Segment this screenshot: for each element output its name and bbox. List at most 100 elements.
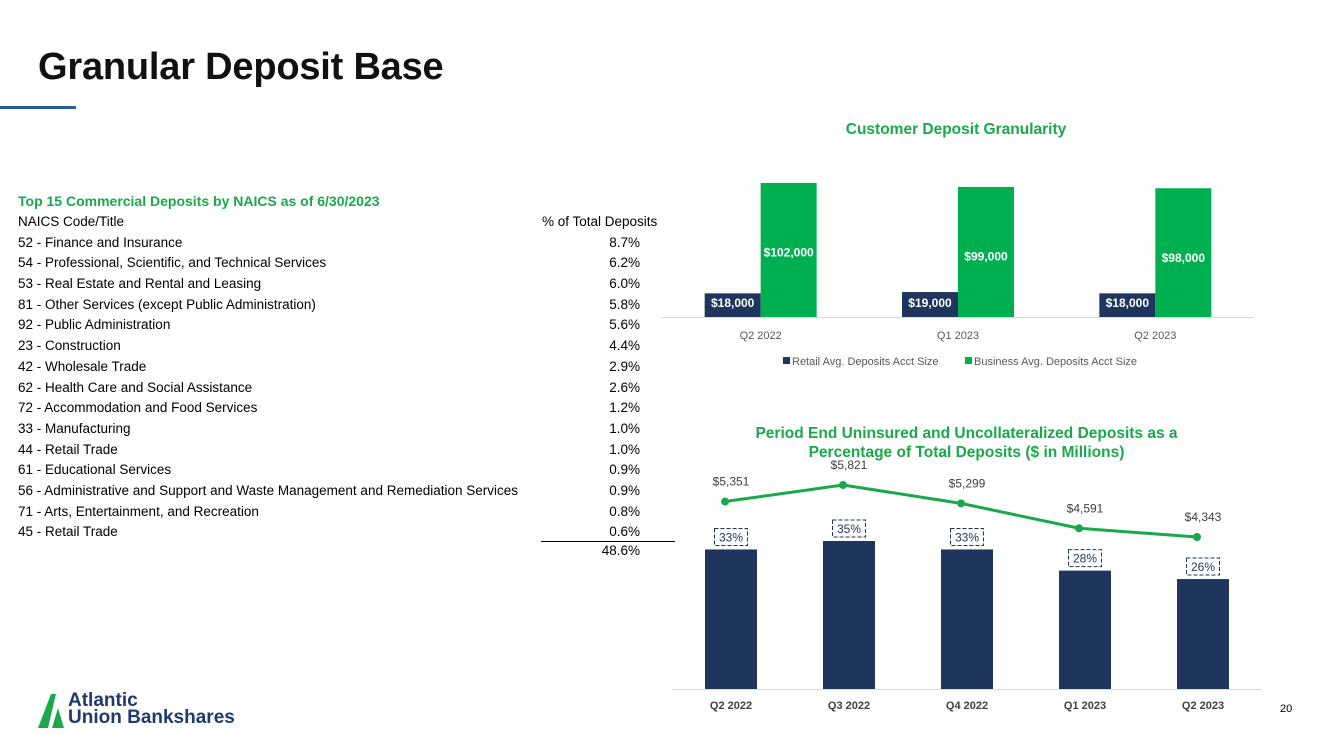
naics-pct: 1.0% <box>609 420 640 436</box>
naics-pct: 5.6% <box>609 317 640 333</box>
x-tick-label: Q2 2022 <box>740 330 782 342</box>
table-row: 81 - Other Services (except Public Admin… <box>18 295 663 316</box>
line-label: $4,591 <box>1067 501 1104 515</box>
table-row: 45 - Retail Trade 0.6% <box>18 522 663 543</box>
line-label: $5,299 <box>949 476 986 490</box>
line-label: $5,351 <box>713 475 750 489</box>
naics-col-name: NAICS Code/Title <box>18 214 125 229</box>
naics-name: 62 - Health Care and Social Assistance <box>18 379 253 395</box>
table-row: 72 - Accommodation and Food Services 1.2% <box>18 398 663 419</box>
bar-retail <box>1099 293 1156 317</box>
line-point <box>839 481 847 489</box>
bar-retail <box>704 293 761 317</box>
naics-pct: 2.6% <box>609 379 640 395</box>
naics-name: 33 - Manufacturing <box>18 420 131 436</box>
pct-label-box <box>950 527 984 546</box>
naics-pct: 0.6% <box>609 524 640 540</box>
bar-label: $18,000 <box>1106 296 1150 310</box>
naics-col-pct: % of Total Deposits <box>542 214 658 229</box>
naics-pct: 1.2% <box>609 400 640 416</box>
table-row: 92 - Public Administration 5.6% <box>18 315 663 336</box>
x-tick-label: Q2 2023 <box>1182 700 1224 712</box>
deposits-line <box>724 483 1198 539</box>
naics-name: 72 - Accommodation and Food Services <box>18 400 258 416</box>
naics-name: 71 - Arts, Entertainment, and Recreation <box>18 503 259 519</box>
line-label: $4,343 <box>1185 510 1222 524</box>
naics-name: 92 - Public Administration <box>18 317 171 333</box>
naics-table-heading: Top 15 Commercial Deposits by NAICS as o… <box>18 193 380 209</box>
total-rule <box>541 541 675 542</box>
naics-name: 81 - Other Services (except Public Admin… <box>18 296 316 312</box>
bar-label: $19,000 <box>908 296 952 310</box>
line-point <box>1075 524 1083 533</box>
legend-swatch <box>783 357 790 364</box>
line-point <box>721 497 729 506</box>
naics-pct: 6.0% <box>609 276 640 292</box>
naics-name: 42 - Wholesale Trade <box>18 358 147 374</box>
x-tick-label: Q1 2023 <box>1064 700 1106 712</box>
legend-swatch <box>965 357 972 364</box>
naics-name: 52 - Finance and Insurance <box>18 234 183 250</box>
naics-name: 54 - Professional, Scientific, and Techn… <box>18 255 327 271</box>
x-tick-label: Q2 2023 <box>1134 330 1176 342</box>
naics-pct: 6.2% <box>609 255 640 271</box>
bar-label: $99,000 <box>964 250 1008 264</box>
pct-bar <box>705 549 757 689</box>
x-tick-label: Q4 2022 <box>946 700 988 712</box>
company-logo: Atlantic Union Bankshares <box>38 690 268 732</box>
naics-name: 61 - Educational Services <box>18 462 172 478</box>
table-row: 42 - Wholesale Trade 2.9% <box>18 357 663 378</box>
table-row: 56 - Administrative and Support and Wast… <box>18 481 663 502</box>
pct-bar-label: 26% <box>1191 560 1215 574</box>
naics-pct: 8.7% <box>609 234 640 250</box>
pct-bar <box>941 549 993 689</box>
pct-bar-label: 35% <box>837 522 861 536</box>
table-row: 53 - Real Estate and Rental and Leasing 6… <box>18 274 663 295</box>
x-tick-label: Q3 2022 <box>828 700 870 712</box>
naics-pct: 4.4% <box>609 338 640 354</box>
pct-bar <box>1177 579 1229 689</box>
table-row: 23 - Construction 4.4% <box>18 336 663 357</box>
pct-label-box <box>1186 557 1220 576</box>
line-point <box>1193 533 1201 541</box>
naics-name: 56 - Administrative and Support and Wast… <box>18 482 519 498</box>
table-row: 61 - Educational Services 0.9% <box>18 460 663 481</box>
table-row: 52 - Finance and Insurance 8.7% <box>18 233 663 254</box>
logo-line1: Atlantic <box>68 690 138 711</box>
title-underline <box>0 106 76 109</box>
pct-label-box <box>1068 549 1102 568</box>
naics-total: 48.6% <box>601 543 640 558</box>
naics-pct: 2.9% <box>609 358 640 374</box>
naics-pct: 0.9% <box>609 462 640 478</box>
naics-pct: 0.8% <box>609 503 640 519</box>
pct-bar-label: 28% <box>1073 552 1097 566</box>
naics-pct: 1.0% <box>609 441 640 457</box>
naics-table: Top 15 Commercial Deposits by NAICS as o… <box>18 191 675 558</box>
pct-bar <box>823 541 875 689</box>
bar-retail <box>902 292 958 317</box>
x-tick-label: Q1 2023 <box>937 330 979 342</box>
pct-label-box <box>832 519 866 538</box>
bar-business <box>1155 188 1212 317</box>
bar-label: $18,000 <box>711 296 755 310</box>
naics-pct: 5.8% <box>609 296 640 312</box>
naics-name: 53 - Real Estate and Rental and Leasing <box>18 276 262 292</box>
page-number: 20 <box>1280 703 1293 715</box>
bar-business <box>958 186 1014 317</box>
bar-label: $98,000 <box>1162 251 1206 265</box>
table-row: 54 - Professional, Scientific, and Techn… <box>18 253 663 274</box>
table-row: 44 - Retail Trade 1.0% <box>18 440 663 461</box>
line-point <box>957 499 965 508</box>
page-title: Granular Deposit Base <box>38 46 444 88</box>
table-row: 71 - Arts, Entertainment, and Recreation… <box>18 502 663 523</box>
pct-bar-label: 33% <box>719 530 743 544</box>
naics-table-header: NAICS Code/Title % of Total Deposits <box>18 212 663 233</box>
legend-label: Retail Avg. Deposits Acct Size <box>792 356 939 368</box>
x-tick-label: Q2 2022 <box>710 700 752 712</box>
logo-mark-icon <box>38 694 64 728</box>
legend-label: Business Avg. Deposits Acct Size <box>974 356 1137 368</box>
logo-line2: Union Bankshares <box>68 707 235 728</box>
naics-name: 45 - Retail Trade <box>18 524 118 540</box>
pct-bar <box>1059 570 1111 689</box>
naics-pct: 0.9% <box>609 482 640 498</box>
